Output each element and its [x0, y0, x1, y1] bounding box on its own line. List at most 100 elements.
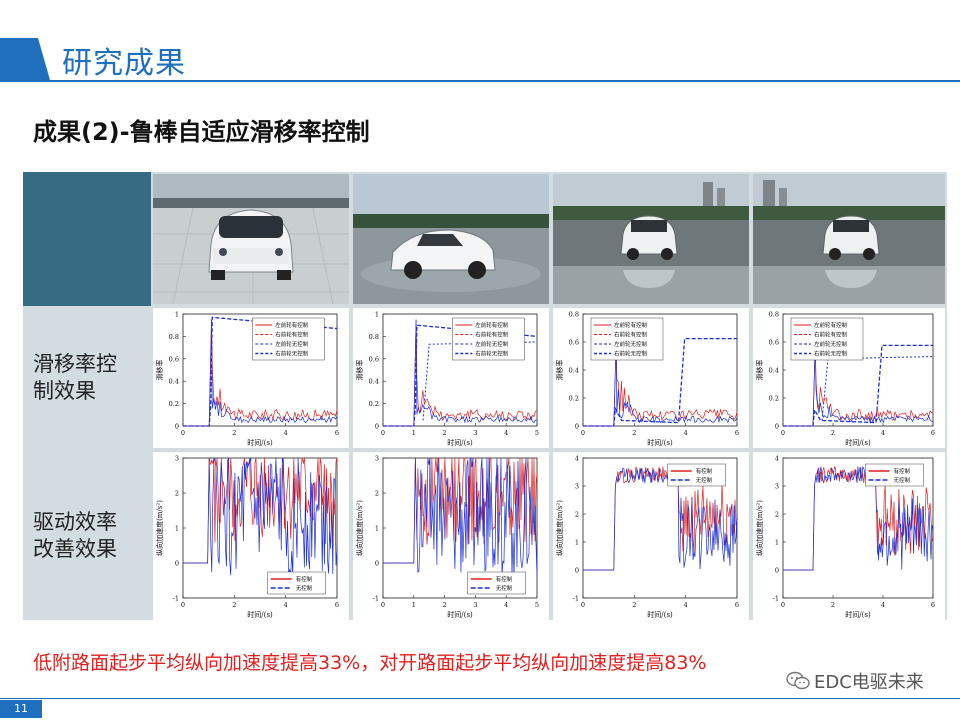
- test-photo-2: [353, 174, 549, 304]
- x-tick-label: 3: [473, 429, 477, 437]
- x-tick-label: 0: [381, 429, 385, 437]
- brand-watermark: EDC电驱未来: [786, 668, 924, 694]
- page-number: 11: [0, 700, 42, 718]
- x-tick-label: 5: [535, 601, 539, 609]
- series-controlled-right: [783, 340, 934, 427]
- x-tick-label: 4: [504, 601, 508, 609]
- legend-label: 右前轮有控制: [614, 331, 648, 339]
- y-tick-label: 0.6: [569, 339, 579, 347]
- y-tick-label: -1: [773, 595, 779, 603]
- y-tick-label: 2: [575, 511, 579, 519]
- y-axis-label: 纵向加速度(m/s²): [555, 500, 564, 556]
- x-tick-label: 5: [535, 429, 539, 437]
- y-tick-label: 3: [575, 483, 579, 491]
- results-table: 滑移率控 制效果 驱动效率 改善效果 0 0.2 0.4 0.6 0.8 1 0 2 4 6 时间/(s…: [23, 172, 947, 620]
- slip-plot-1: 0 0.2 0.4 0.6 0.8 1 0 2 4 6 时间/(s) 滑移率 左前轮有控制 右前轮有控制左…: [153, 308, 349, 448]
- legend-label: 有控制: [496, 575, 513, 583]
- section-subtitle: 成果(2)-鲁棒自适应滑移率控制: [33, 118, 370, 146]
- y-tick-label: -1: [573, 595, 579, 603]
- x-tick-label: 2: [632, 429, 636, 437]
- y-tick-label: 4: [575, 455, 579, 463]
- legend-label: 右前轮有控制: [475, 331, 509, 339]
- x-tick-label: 6: [931, 429, 935, 437]
- legend-label: 左前轮无控制: [614, 340, 648, 348]
- footer-divider: [0, 698, 960, 699]
- y-tick-label: 1: [575, 539, 579, 547]
- y-tick-label: 0.2: [369, 400, 379, 408]
- legend-label: 右前轮无控制: [275, 350, 309, 358]
- y-tick-label: 0: [375, 560, 379, 568]
- x-axis-label: 时间/(s): [845, 610, 871, 619]
- legend-label: 有控制: [894, 467, 911, 475]
- legend-label: 左前轮有控制: [614, 321, 648, 329]
- legend-label: 左前轮无控制: [275, 340, 309, 348]
- header-accent-tab: [0, 38, 50, 80]
- legend-label: 左前轮有控制: [275, 321, 309, 329]
- row-label-line: 滑移率控: [33, 352, 117, 376]
- y-tick-label: 0: [775, 423, 779, 431]
- x-tick-label: 0: [381, 601, 385, 609]
- accel-plot-4: -1 0 1 2 3 4 0 2 4 6 时间/(s) 纵向加速度(m/s²) 有控制 无控制: [753, 452, 945, 620]
- y-tick-label: 0: [175, 560, 179, 568]
- y-tick-label: 1: [175, 525, 179, 533]
- x-tick-label: 0: [781, 601, 785, 609]
- x-tick-label: 4: [684, 601, 688, 609]
- legend-label: 无控制: [496, 584, 513, 592]
- y-tick-label: 0.4: [169, 378, 179, 386]
- legend-label: 左前轮有控制: [475, 321, 509, 329]
- x-tick-label: 4: [284, 601, 288, 609]
- x-tick-label: 0: [181, 601, 185, 609]
- y-axis-label: 滑移率: [555, 360, 564, 381]
- legend-label: 无控制: [296, 584, 313, 592]
- series-uncontrolled: [183, 457, 338, 576]
- y-tick-label: 0.6: [369, 355, 379, 363]
- x-axis-label: 时间/(s): [647, 438, 673, 447]
- y-tick-label: 0.2: [569, 395, 579, 403]
- y-axis-label: 纵向加速度(m/s²): [355, 500, 364, 556]
- series-controlled-right: [183, 319, 338, 427]
- x-axis-label: 时间/(s): [247, 610, 273, 619]
- x-tick-label: 4: [881, 601, 885, 609]
- y-tick-label: 0.8: [769, 311, 779, 319]
- row-label-line: 制效果: [33, 379, 96, 403]
- x-tick-label: 2: [232, 601, 236, 609]
- y-tick-label: 3: [775, 483, 779, 491]
- y-axis-label: 纵向加速度(m/s²): [155, 500, 164, 556]
- legend-label: 右前轮无控制: [475, 350, 509, 358]
- series-controlled-left: [183, 319, 338, 427]
- series-controlled-left: [783, 340, 934, 427]
- x-tick-label: 2: [443, 601, 447, 609]
- x-tick-label: 0: [781, 429, 785, 437]
- x-axis-label: 时间/(s): [247, 438, 273, 447]
- y-tick-label: 3: [175, 455, 179, 463]
- y-tick-label: 0.6: [169, 355, 179, 363]
- y-tick-label: 0.6: [769, 339, 779, 347]
- y-tick-label: 1: [375, 311, 379, 319]
- row-label-slip-control: 滑移率控 制效果: [23, 308, 151, 448]
- page-title: 研究成果: [62, 46, 186, 81]
- y-tick-label: 1: [175, 311, 179, 319]
- x-tick-label: 4: [284, 429, 288, 437]
- test-photo-1: [153, 174, 349, 304]
- legend-label: 右前轮无控制: [814, 350, 848, 358]
- accel-plot-2: -1 0 1 2 3 0 1 2 3 4 5 时间/(s) 纵向加速度(m/s²) 有控制 无控制: [353, 452, 549, 620]
- y-tick-label: 0: [575, 423, 579, 431]
- x-tick-label: 6: [335, 601, 339, 609]
- legend-label: 左前轮无控制: [814, 340, 848, 348]
- test-photo-3: [553, 174, 749, 304]
- y-tick-label: -1: [373, 595, 379, 603]
- header-divider: [0, 80, 960, 82]
- x-axis-label: 时间/(s): [647, 610, 673, 619]
- x-axis-label: 时间/(s): [447, 610, 473, 619]
- x-axis-label: 时间/(s): [845, 438, 871, 447]
- y-tick-label: 0.8: [169, 333, 179, 341]
- legend-label: 无控制: [894, 476, 911, 484]
- legend-label: 左前轮有控制: [814, 321, 848, 329]
- y-tick-label: 0.2: [769, 395, 779, 403]
- y-tick-label: 1: [375, 525, 379, 533]
- x-tick-label: 2: [632, 601, 636, 609]
- x-tick-label: 0: [581, 601, 585, 609]
- x-tick-label: 4: [881, 429, 885, 437]
- legend-label: 右前轮有控制: [275, 331, 309, 339]
- x-tick-label: 0: [581, 429, 585, 437]
